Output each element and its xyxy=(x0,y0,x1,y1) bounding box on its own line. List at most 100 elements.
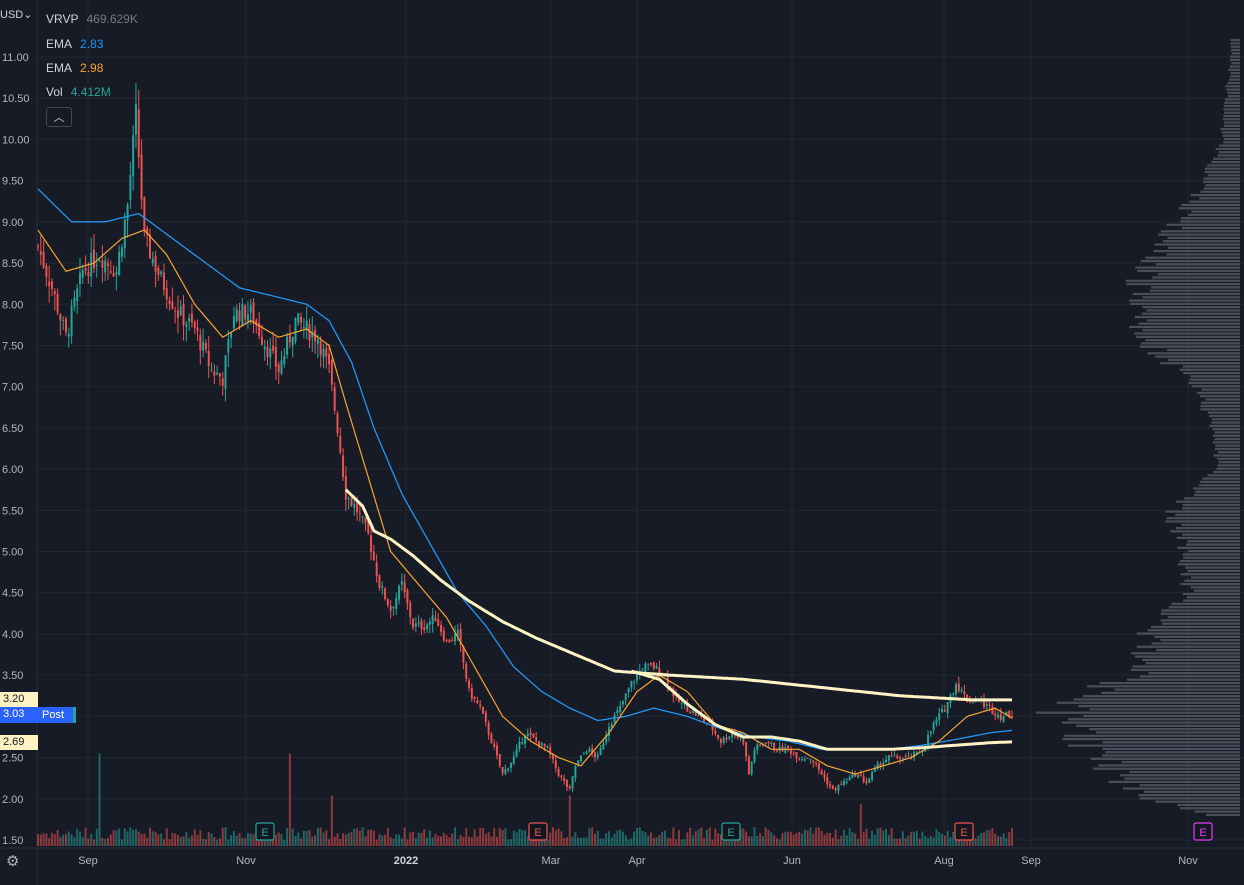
volume-bar xyxy=(997,836,999,846)
candle-body xyxy=(596,754,599,758)
volume-profile-bar xyxy=(1134,332,1240,335)
volume-profile-bar xyxy=(1211,421,1240,424)
volume-bar xyxy=(985,829,988,846)
volume-bar xyxy=(605,833,608,846)
y-tick-label: 11.00 xyxy=(2,52,29,64)
volume-bar xyxy=(325,830,328,846)
volume-bar xyxy=(602,838,605,846)
candle-body xyxy=(893,754,896,756)
volume-profile-bar xyxy=(1205,184,1240,187)
candle-body xyxy=(386,598,389,606)
legend-ema-slow[interactable]: EMA 2.98 xyxy=(46,61,103,75)
volume-bar xyxy=(87,838,90,846)
volume-bar xyxy=(370,829,373,846)
volume-bar xyxy=(140,834,143,846)
currency-selector[interactable]: USD⌄ xyxy=(0,8,32,21)
volume-profile-bar xyxy=(1195,490,1240,493)
volume-bar xyxy=(356,828,359,846)
volume-bar xyxy=(188,838,191,846)
volume-bar xyxy=(73,836,76,846)
volume-profile-bar xyxy=(1189,200,1240,203)
volume-profile-bar xyxy=(1136,632,1240,635)
volume-bar xyxy=(148,827,151,846)
candle-body xyxy=(507,768,510,770)
volume-profile-bar xyxy=(1229,65,1240,68)
volume-profile-bar xyxy=(1180,573,1240,576)
volume-profile-bar xyxy=(1189,378,1240,381)
collapse-legend-button[interactable]: ︿ xyxy=(46,107,72,127)
candle-body xyxy=(753,750,756,762)
volume-bar xyxy=(1005,838,1008,846)
volume-bar xyxy=(501,829,504,846)
volume-bar xyxy=(845,835,848,846)
candle-body xyxy=(885,759,888,763)
candle-body xyxy=(915,751,918,754)
candle-body xyxy=(134,104,137,135)
volume-bar xyxy=(770,832,773,846)
volume-bar xyxy=(451,833,454,846)
candle-body xyxy=(227,339,230,353)
volume-profile-bar xyxy=(1209,424,1240,427)
volume-bar xyxy=(647,835,650,846)
candle-body xyxy=(266,346,269,357)
candle-body xyxy=(767,741,770,744)
volume-bar xyxy=(146,837,149,846)
volume-profile-bar xyxy=(1207,164,1240,167)
candle-body xyxy=(238,310,241,322)
candle-body xyxy=(955,684,958,695)
legend-vol[interactable]: Vol 4.412M xyxy=(46,85,111,99)
volume-profile-bar xyxy=(1140,342,1240,345)
volume-bar xyxy=(454,827,457,846)
x-axis[interactable]: Sep Nov 2022 Mar Apr Jun Aug Sep Nov xyxy=(78,855,1198,867)
candle-body xyxy=(630,680,633,688)
volume-profile-bar xyxy=(1067,744,1240,747)
candle-body xyxy=(157,267,160,275)
volume-bar xyxy=(456,838,459,846)
volume-profile-bar xyxy=(1183,556,1240,559)
volume-profile-bar xyxy=(1212,157,1240,160)
earnings-marker: E xyxy=(1193,822,1213,841)
candle-body xyxy=(820,770,823,775)
candle-body xyxy=(921,751,924,753)
volume-bar xyxy=(915,830,918,846)
volume-bar xyxy=(347,833,350,846)
candle-body xyxy=(714,730,717,734)
volume-bar xyxy=(568,795,571,846)
volume-profile-bar xyxy=(1190,193,1240,197)
volume-bar xyxy=(344,834,347,846)
anchored-vwap-line-2 xyxy=(630,669,1013,751)
y-axis[interactable]: 11.00 10.50 10.00 9.50 9.00 8.50 8.00 7.50 7.00 6… xyxy=(2,52,30,847)
candle-body xyxy=(887,755,890,761)
candle-body xyxy=(747,756,750,775)
candle-body xyxy=(941,709,944,713)
volume-bar xyxy=(157,834,160,846)
legend-ema-fast[interactable]: EMA 2.83 xyxy=(46,37,103,51)
volume-bar xyxy=(938,832,941,846)
volume-profile-bar xyxy=(1184,497,1240,500)
candle-body xyxy=(901,757,904,759)
volume-profile-bar xyxy=(1182,365,1240,368)
volume-bar xyxy=(843,829,846,846)
candle-body xyxy=(269,348,272,358)
volume-bar xyxy=(364,836,367,846)
candle-body xyxy=(118,251,121,275)
volume-bar xyxy=(190,835,193,846)
volume-bar xyxy=(473,829,476,846)
volume-profile-bar xyxy=(1155,263,1240,266)
volume-profile-bar xyxy=(1199,197,1240,200)
volume-profile-bar xyxy=(1181,523,1240,526)
volume-bar xyxy=(865,828,868,846)
volume-bar xyxy=(277,832,280,846)
candle-body xyxy=(272,345,275,351)
earnings-marker-label: E xyxy=(261,827,268,839)
gear-icon[interactable]: ⚙ xyxy=(6,853,20,870)
volume-bar xyxy=(123,828,126,846)
volume-bar xyxy=(358,830,361,846)
candle-body xyxy=(162,272,165,291)
volume-bar xyxy=(428,830,431,846)
legend-vrvp[interactable]: VRVP 469.629K xyxy=(46,12,138,26)
candle-body xyxy=(171,301,174,309)
candle-body xyxy=(39,251,42,255)
volume-bar xyxy=(1002,833,1005,846)
